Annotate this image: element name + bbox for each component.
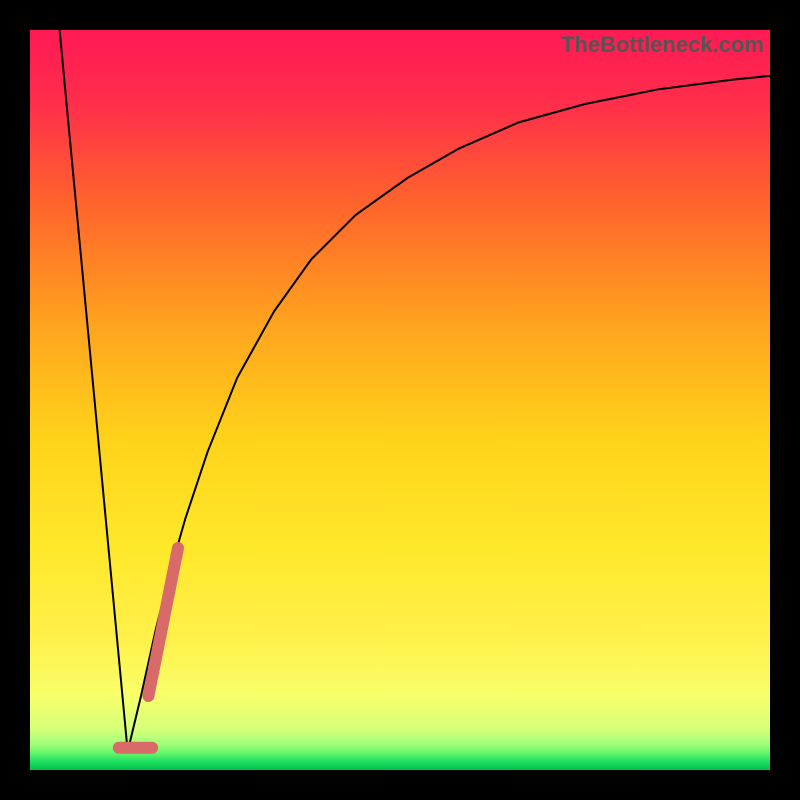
outer-frame: TheBottleneck.com: [0, 0, 800, 800]
gradient-background: [30, 30, 770, 770]
plot-area: TheBottleneck.com: [30, 30, 770, 770]
watermark-text: TheBottleneck.com: [561, 32, 764, 58]
chart-svg: [30, 30, 770, 770]
